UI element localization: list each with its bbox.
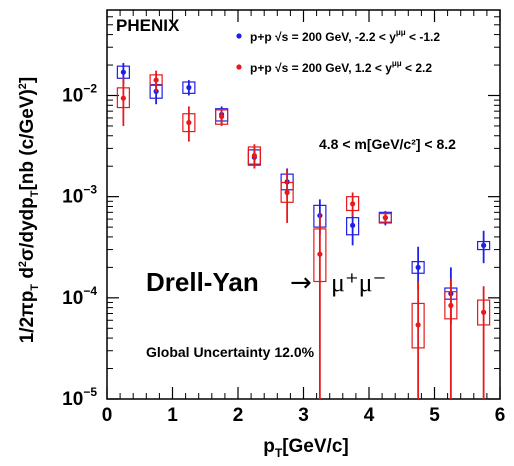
x-tick-label: 5 <box>429 405 440 426</box>
process-products: μ⁺μ⁻ <box>331 268 386 297</box>
axes: 0 1 2 3 4 5 6 10−5 10−4 10−3 10−2 <box>62 9 506 426</box>
data-marks <box>116 62 491 399</box>
experiment-label: PHENIX <box>116 16 180 35</box>
data-point <box>382 215 388 221</box>
y-tick-label: 10−4 <box>62 284 97 309</box>
legend-entry-2: p+p √s = 200 GeV, 1.2 < yμμ < 2.2 <box>250 59 432 75</box>
legend-marker-blue <box>236 33 242 39</box>
y-axis-title: 1/2πpT d2σ/dydpT[nb (c/GeV)2] <box>17 77 41 344</box>
x-tick-label: 3 <box>298 405 309 426</box>
series-2 <box>116 70 491 399</box>
data-point <box>481 242 487 248</box>
data-point <box>186 119 192 126</box>
data-point <box>219 113 225 120</box>
global-uncertainty-label: Global Uncertainty 12.0% <box>146 344 315 360</box>
y-tick-label: 10−3 <box>62 183 97 208</box>
legend-marker-red <box>236 64 242 70</box>
data-point <box>186 84 192 91</box>
process-name: Drell-Yan <box>146 267 259 297</box>
data-point <box>350 201 356 207</box>
x-tick-label: 2 <box>233 405 244 426</box>
data-point <box>120 95 126 101</box>
x-axis-title: pT[GeV/c] <box>263 436 348 460</box>
x-tick-label: 0 <box>102 405 113 426</box>
y-tick-label: 10−5 <box>62 385 97 410</box>
data-point <box>415 264 421 270</box>
data-point <box>481 309 487 315</box>
y-tick-label: 10−2 <box>62 81 97 106</box>
data-point <box>120 69 126 75</box>
x-tick-label: 1 <box>167 405 178 426</box>
data-point <box>448 302 454 309</box>
data-point <box>153 77 159 83</box>
x-tick-label: 4 <box>364 405 375 426</box>
legend-entry-1: p+p √s = 200 GeV, -2.2 < yμμ < -1.2 <box>250 28 440 44</box>
legend: p+p √s = 200 GeV, -2.2 < yμμ < -1.2 p+p … <box>236 28 440 75</box>
data-point <box>415 322 421 328</box>
process-arrow: → <box>290 268 312 298</box>
process-label: Drell-Yan → μ⁺μ⁻ <box>146 267 386 298</box>
data-point <box>284 189 290 196</box>
data-point <box>350 222 356 228</box>
data-point <box>251 152 257 159</box>
data-point <box>317 251 323 257</box>
mass-range-label: 4.8 < m[GeV/c²] < 8.2 <box>319 136 456 152</box>
x-tick-label: 6 <box>495 405 506 426</box>
